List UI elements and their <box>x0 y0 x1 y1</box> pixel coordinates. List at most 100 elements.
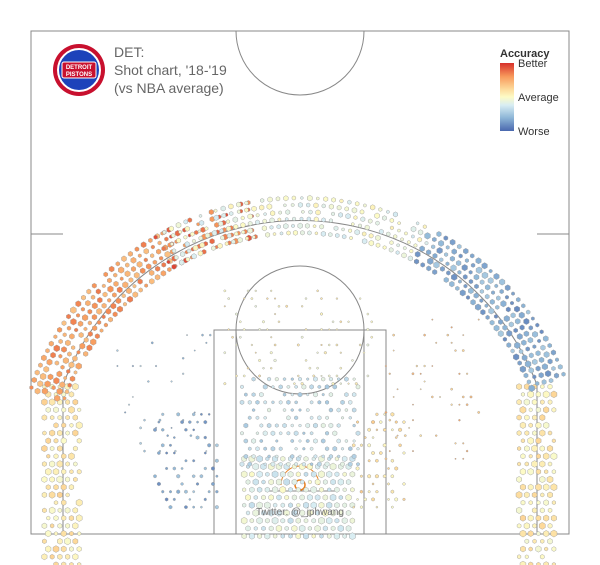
shot-hexbin <box>173 451 176 455</box>
shot-hexbin <box>256 517 263 525</box>
shot-hexbin <box>182 372 185 375</box>
shot-hexbin <box>420 262 425 268</box>
shot-hexbin <box>239 399 245 405</box>
shot-hexbin <box>354 229 360 236</box>
shot-hexbin <box>65 492 70 498</box>
shot-hexbin <box>249 532 255 540</box>
shot-hexbin <box>317 415 322 421</box>
shot-hexbin <box>60 437 67 445</box>
shot-hexbin <box>161 412 165 417</box>
shot-hexbin <box>77 320 84 327</box>
shot-hexbin <box>536 531 541 537</box>
shot-hexbin <box>299 216 304 221</box>
shot-hexbin <box>309 446 314 451</box>
shot-hexbin <box>42 430 47 436</box>
shot-hexbin <box>352 377 356 381</box>
shot-hexbin <box>57 491 63 499</box>
shot-hexbin <box>462 442 465 445</box>
shot-hexbin <box>543 452 550 460</box>
shot-hexbin <box>315 209 321 216</box>
shot-hexbin <box>73 370 78 375</box>
shot-hexbin <box>41 522 48 529</box>
shot-hexbin <box>261 525 266 531</box>
shot-hexbin <box>301 305 304 308</box>
shot-hexbin <box>182 418 185 422</box>
shot-hexbin <box>439 257 444 263</box>
shot-hexbin <box>360 474 363 478</box>
shot-hexbin <box>297 391 303 398</box>
shot-hexbin <box>450 326 453 329</box>
shot-hexbin <box>172 466 176 471</box>
shot-hexbin <box>65 414 70 421</box>
shot-hexbin <box>211 230 218 237</box>
shot-hexbin <box>337 454 341 459</box>
shot-hexbin <box>352 407 357 413</box>
shot-hexbin <box>209 333 212 337</box>
shot-hexbin <box>247 461 252 467</box>
shot-hexbin <box>450 387 453 391</box>
shot-hexbin <box>360 505 363 509</box>
shot-hexbin <box>286 461 291 467</box>
shot-hexbin <box>310 486 317 494</box>
shot-hexbin <box>283 203 287 208</box>
shot-hexbin <box>329 376 333 382</box>
shot-hexbin <box>449 238 456 246</box>
shot-hexbin <box>320 422 326 429</box>
shot-hexbin <box>195 435 200 440</box>
shot-hexbin <box>463 248 469 255</box>
shot-hexbin <box>69 422 74 428</box>
shot-hexbin <box>543 499 549 506</box>
shot-hexbin <box>410 226 417 233</box>
shot-hexbin <box>555 357 559 362</box>
shot-hexbin <box>516 523 522 529</box>
shot-hexbin <box>103 271 108 278</box>
shot-hexbin <box>451 248 457 255</box>
shot-hexbin <box>54 531 58 536</box>
shot-hexbin <box>244 200 249 206</box>
shot-hexbin <box>128 403 130 406</box>
shot-hexbin <box>547 430 553 436</box>
shot-hexbin <box>121 255 127 262</box>
inner-lane <box>235 329 365 535</box>
shot-hexbin <box>200 505 203 509</box>
shot-hexbin <box>494 314 498 319</box>
shot-hexbin <box>527 468 534 476</box>
shot-hexbin <box>69 530 74 537</box>
shot-hexbin <box>52 468 60 476</box>
shot-hexbin <box>314 524 321 532</box>
shot-hexbin <box>543 483 550 491</box>
shot-hexbin <box>159 255 164 261</box>
shot-hexbin <box>130 256 137 264</box>
shot-hexbin <box>76 438 82 444</box>
shot-hexbin <box>462 395 465 399</box>
shot-hexbin <box>346 479 352 485</box>
shot-hexbin <box>68 484 74 491</box>
shot-hexbin <box>200 412 203 416</box>
shot-hexbin <box>550 483 558 491</box>
shot-hexbin <box>140 267 146 274</box>
shot-hexbin <box>267 454 271 459</box>
shot-hexbin <box>251 392 256 397</box>
shot-hexbin <box>390 474 394 479</box>
shot-hexbin <box>322 494 328 501</box>
shot-hexbin <box>246 510 250 516</box>
shot-hexbin <box>320 312 323 316</box>
shot-hexbin <box>161 246 166 252</box>
shot-hexbin <box>355 466 360 471</box>
shot-hexbin <box>243 453 249 460</box>
shot-hexbin <box>73 461 78 467</box>
shot-hexbin <box>73 476 78 483</box>
shot-hexbin <box>37 380 44 388</box>
shot-hexbin <box>69 546 74 552</box>
shot-hexbin <box>72 507 78 514</box>
shot-hexbin <box>252 408 256 412</box>
shot-hexbin <box>205 450 208 453</box>
shot-hexbin <box>227 233 232 239</box>
shot-hexbin <box>174 449 177 453</box>
shot-hexbin <box>41 553 48 561</box>
shot-hexbin <box>310 501 317 509</box>
shot-hexbin <box>69 562 74 565</box>
shot-hexbin <box>450 403 453 406</box>
shot-hexbin <box>320 297 323 300</box>
shot-hexbin <box>528 352 534 359</box>
